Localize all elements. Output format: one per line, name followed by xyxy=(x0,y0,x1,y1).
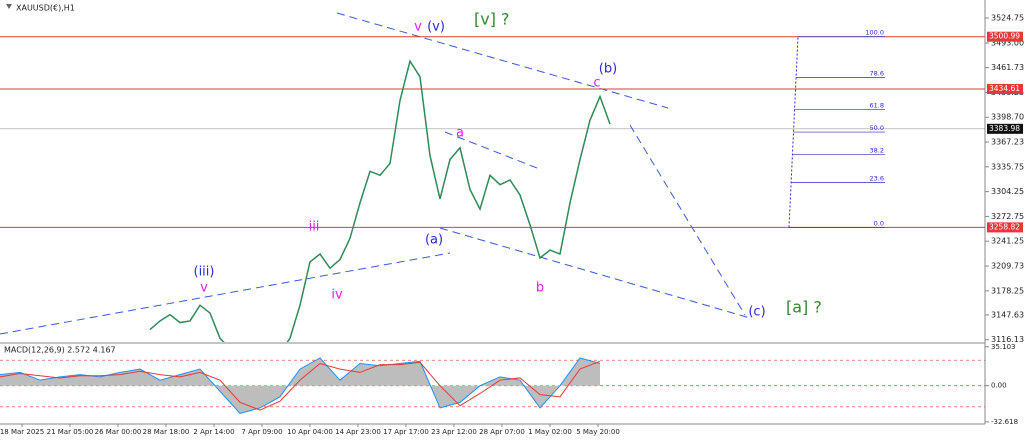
y-tick-label: 3147.63 xyxy=(991,310,1024,319)
price-level-tag xyxy=(987,222,1023,233)
macd-y-tick-label: -32.618 xyxy=(991,418,1018,426)
fib-label: 0.0 xyxy=(874,219,884,227)
y-tick-label: 3367.23 xyxy=(991,138,1024,147)
macd-line xyxy=(0,357,601,415)
price-level-tag xyxy=(987,31,1023,42)
wave-label: v xyxy=(200,281,208,296)
fib-label: 38.2 xyxy=(870,147,884,155)
y-tick-label: 3398.70 xyxy=(991,113,1024,122)
wave-label: (iii) xyxy=(194,265,215,280)
fib-label: 50.0 xyxy=(870,124,884,132)
x-tick-label: 2 Apr 14:00 xyxy=(193,428,234,436)
price-level-tag xyxy=(987,123,1023,134)
x-tick-label: 21 Mar 05:00 xyxy=(47,428,94,436)
wave-label: v xyxy=(414,20,422,35)
y-tick-label: 3524.75 xyxy=(991,13,1024,22)
title-icon xyxy=(6,4,12,9)
trendline xyxy=(0,252,451,335)
price-level-tag xyxy=(987,83,1023,94)
signal-line xyxy=(0,360,601,411)
x-tick-label: 14 Apr 23:00 xyxy=(335,428,381,436)
wave-label: iii xyxy=(309,220,320,235)
wave-label: c xyxy=(593,76,600,91)
wave-label: a xyxy=(456,126,464,141)
trendline xyxy=(444,131,538,169)
x-tick-label: 18 Mar 2025 xyxy=(0,428,44,436)
price-line xyxy=(149,59,611,342)
x-tick-label: 26 Mar 00:00 xyxy=(95,428,142,436)
macd-area xyxy=(0,357,600,414)
price-level-label: 3258.82 xyxy=(989,222,1020,231)
chart-title: XAUUSD(€),H1 xyxy=(16,4,75,13)
trendline xyxy=(336,12,669,109)
macd-label: MACD(12,26,9) 2.572 4.167 xyxy=(4,346,116,355)
price-level-label: 3434.61 xyxy=(989,84,1020,93)
y-tick-label: 3209.73 xyxy=(991,262,1024,271)
wave-label: (a) xyxy=(425,233,443,248)
macd-series xyxy=(0,357,601,415)
y-tick-label: 3461.73 xyxy=(991,63,1024,72)
x-tick-label: 28 Apr 07:00 xyxy=(479,428,525,436)
trendlines xyxy=(0,12,751,335)
price-series xyxy=(149,59,611,342)
y-tick-label: 3493.00 xyxy=(991,38,1024,47)
wave-label: (v) xyxy=(427,20,445,35)
x-tick-label: 17 Apr 17:00 xyxy=(383,428,429,436)
x-tick-label: 5 May 20:00 xyxy=(576,428,620,436)
x-tick-label: 7 Apr 09:00 xyxy=(241,428,282,436)
y-tick-label: 3241.25 xyxy=(991,237,1024,246)
x-tick-label: 1 May 02:00 xyxy=(528,428,572,436)
trendline xyxy=(439,227,751,319)
x-tick-label: 28 Mar 18:00 xyxy=(143,428,190,436)
fib-label: 78.6 xyxy=(870,70,884,78)
macd-y-tick-label: 0.00 xyxy=(991,382,1007,390)
trendline xyxy=(629,124,746,316)
fib-label: 23.6 xyxy=(870,174,884,182)
y-tick-label: 3335.75 xyxy=(991,162,1024,171)
y-tick-label: 3304.25 xyxy=(991,187,1024,196)
wave-label: b xyxy=(536,281,544,296)
price-level-label: 3500.99 xyxy=(989,32,1020,41)
x-tick-label: 10 Apr 04:00 xyxy=(287,428,333,436)
macd-y-tick-label: 35.103 xyxy=(991,343,1016,351)
fib-label: 61.8 xyxy=(870,102,884,110)
wave-label: [a] ? xyxy=(786,298,822,317)
fib-label: 100.0 xyxy=(865,29,884,37)
y-tick-label: 3116.13 xyxy=(991,335,1024,344)
price-level-label: 3383.98 xyxy=(989,124,1020,133)
x-tick-label: 23 Apr 12:00 xyxy=(431,428,477,436)
wave-label: iv xyxy=(331,288,343,303)
wave-label: (b) xyxy=(599,62,617,77)
y-tick-label: 3272.75 xyxy=(991,212,1024,221)
wave-label: [v] ? xyxy=(474,10,510,29)
wave-label: (c) xyxy=(748,305,765,320)
y-tick-label: 3178.25 xyxy=(991,286,1024,295)
